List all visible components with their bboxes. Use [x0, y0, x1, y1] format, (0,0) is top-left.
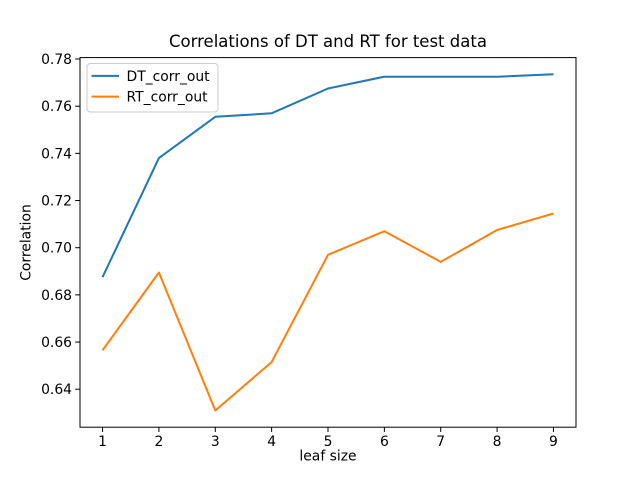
x-tick-label: 1	[98, 434, 107, 450]
y-tick-label: 0.78	[41, 52, 72, 68]
y-tick-label: 0.64	[41, 382, 72, 398]
legend-box	[86, 63, 219, 113]
x-tick-label: 2	[154, 434, 163, 450]
chart-title: Correlations of DT and RT for test data	[169, 32, 487, 51]
y-tick-label: 0.76	[41, 99, 72, 115]
series-lines	[101, 73, 554, 412]
legend-label-DT_corr_out: DT_corr_out	[127, 69, 211, 85]
plot-area-frame	[79, 57, 577, 428]
legend-label-RT_corr_out: RT_corr_out	[127, 90, 209, 106]
x-tick-label: 4	[267, 434, 276, 450]
x-tick-label: 9	[549, 434, 558, 450]
y-tick-label: 0.74	[41, 146, 72, 162]
y-tick-label: 0.68	[41, 288, 72, 304]
y-tick-label: 0.66	[41, 335, 72, 351]
x-tick-label: 7	[436, 434, 445, 450]
series-line-RT_corr_out	[101, 212, 554, 412]
axis-ticks: 1 2 3 4 5 6 7 8 9 0.64 0.66 0.68 0.70 0.72 0.74 0.76 0.7…	[41, 52, 558, 450]
x-tick-label: 8	[493, 434, 502, 450]
x-axis-label: leaf size	[299, 449, 356, 465]
y-tick-label: 0.70	[41, 241, 72, 257]
x-tick-label: 6	[380, 434, 389, 450]
series-line-DT_corr_out	[101, 73, 554, 278]
legend: DT_corr_out RT_corr_out	[86, 63, 219, 113]
y-tick-label: 0.72	[41, 193, 72, 209]
x-tick-label: 3	[211, 434, 220, 450]
x-tick-label: 5	[324, 434, 333, 450]
y-axis-label: Correlation	[19, 204, 35, 281]
